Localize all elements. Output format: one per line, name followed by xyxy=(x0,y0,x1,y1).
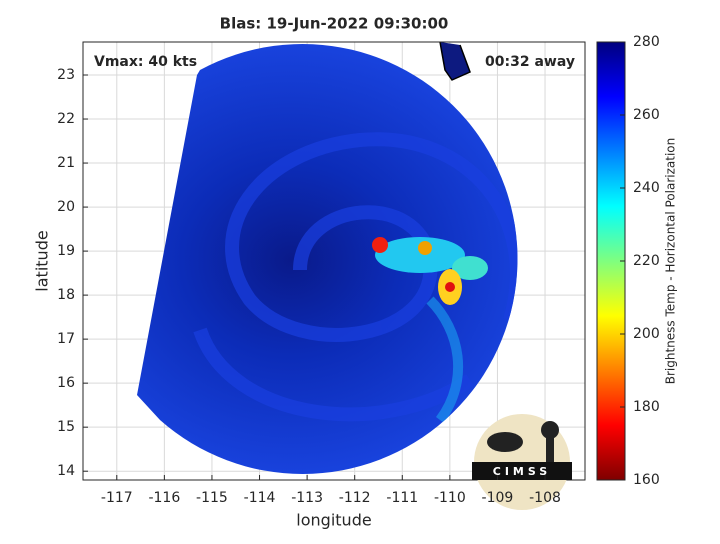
colorbar-tick-label: 160 xyxy=(633,472,660,488)
y-tick-label: 16 xyxy=(57,375,75,391)
chart-title: Blas: 19-Jun-2022 09:30:00 xyxy=(220,15,449,33)
annotation: 00:32 away xyxy=(485,54,575,70)
y-tick-label: 17 xyxy=(57,331,75,347)
x-axis-label: longitude xyxy=(296,511,371,530)
x-tick-label: -111 xyxy=(386,490,418,506)
y-tick-label: 20 xyxy=(57,199,75,215)
y-tick-label: 18 xyxy=(57,287,75,303)
x-tick-label: -108 xyxy=(529,490,561,506)
plot-frame xyxy=(82,41,586,481)
colorbar-label: Brightness Temp - Horizontal Polarizatio… xyxy=(664,138,678,385)
satellite-image xyxy=(137,43,518,474)
annotation: Vmax: 40 kts xyxy=(94,54,197,70)
colorbar-tick-label: 180 xyxy=(633,399,660,415)
x-tick-label: -115 xyxy=(196,490,228,506)
colorbar-tick-label: 200 xyxy=(633,326,660,342)
x-tick-label: -116 xyxy=(148,490,180,506)
x-tick-label: -112 xyxy=(339,490,371,506)
x-tick-label: -110 xyxy=(434,490,466,506)
colorbar-tick-label: 240 xyxy=(633,180,660,196)
colorbar-tick-label: 260 xyxy=(633,107,660,123)
y-tick-label: 15 xyxy=(57,419,75,435)
y-tick-label: 19 xyxy=(57,243,75,259)
y-tick-label: 14 xyxy=(57,463,75,479)
x-tick-label: -114 xyxy=(244,490,276,506)
colorbar-tick-label: 280 xyxy=(633,34,660,50)
y-tick-label: 22 xyxy=(57,111,75,127)
y-tick-label: 23 xyxy=(57,67,75,83)
x-tick-label: -109 xyxy=(482,490,514,506)
y-axis-label: latitude xyxy=(33,230,52,291)
colorbar-tick-label: 220 xyxy=(633,253,660,269)
x-tick-label: -117 xyxy=(101,490,133,506)
logo-text: CIMSS xyxy=(493,465,551,478)
x-tick-label: -113 xyxy=(291,490,323,506)
y-tick-label: 21 xyxy=(57,155,75,171)
